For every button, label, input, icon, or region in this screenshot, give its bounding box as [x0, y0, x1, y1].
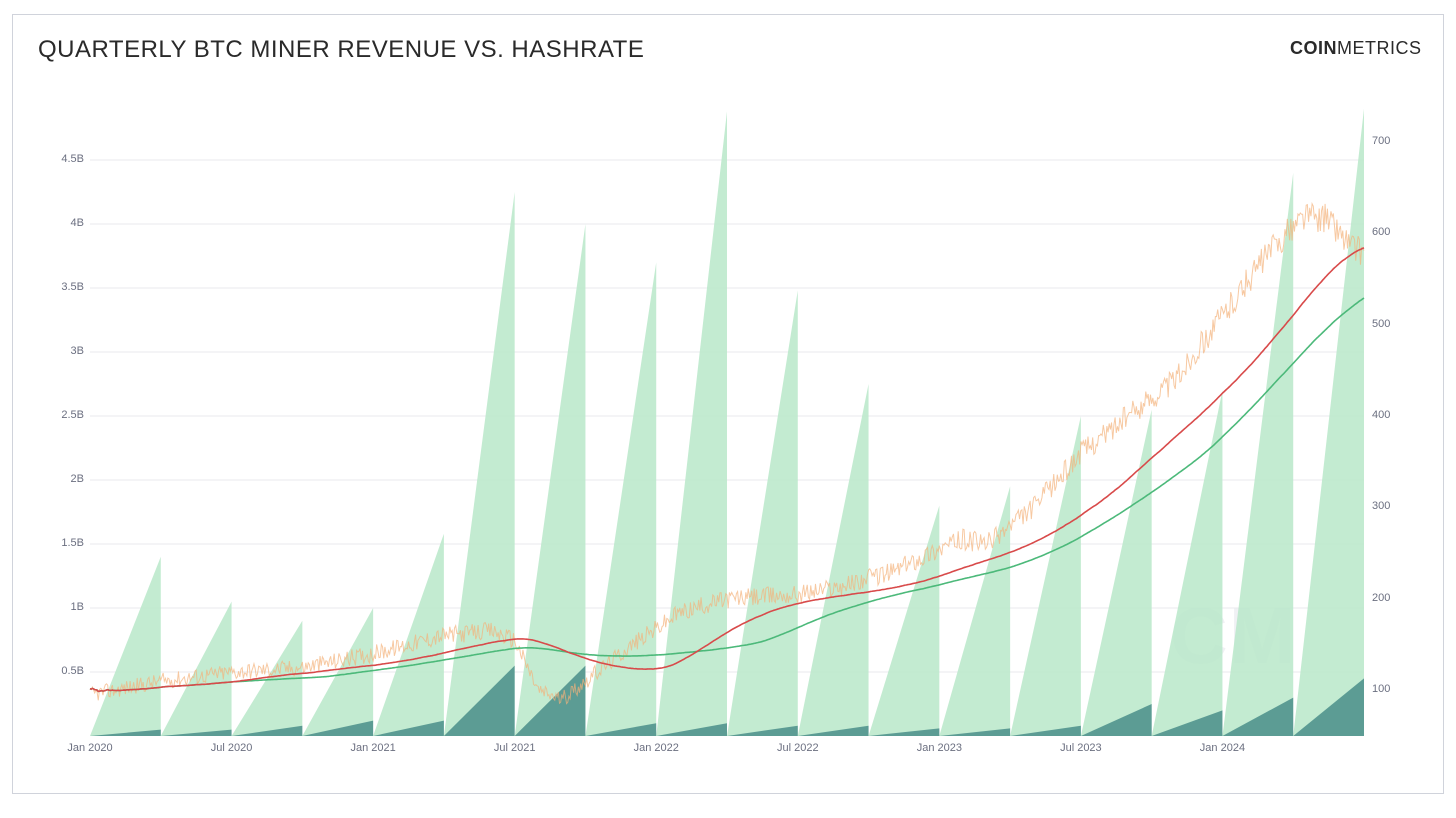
y-right-tick: 400 [1372, 409, 1390, 421]
x-tick: Jan 2023 [917, 742, 962, 754]
y-left-tick: 2.5B [34, 409, 84, 421]
x-tick: Jan 2020 [67, 742, 112, 754]
x-tick: Jul 2021 [494, 742, 536, 754]
y-right-tick: 600 [1372, 226, 1390, 238]
x-tick: Jul 2023 [1060, 742, 1102, 754]
y-left-tick: 4.5B [34, 153, 84, 165]
x-tick: Jan 2022 [634, 742, 679, 754]
x-tick: Jan 2024 [1200, 742, 1245, 754]
x-tick: Jul 2022 [777, 742, 819, 754]
chart-plot [90, 96, 1364, 736]
y-right-tick: 200 [1372, 592, 1390, 604]
x-tick: Jan 2021 [350, 742, 395, 754]
brand-light: METRICS [1337, 38, 1422, 58]
y-left-tick: 1B [34, 601, 84, 613]
y-right-tick: 100 [1372, 683, 1390, 695]
y-right-tick: 300 [1372, 500, 1390, 512]
y-left-tick: 2B [34, 473, 84, 485]
y-left-tick: 3.5B [34, 281, 84, 293]
y-left-tick: 3B [34, 345, 84, 357]
y-right-tick: 700 [1372, 135, 1390, 147]
y-right-tick: 500 [1372, 318, 1390, 330]
brand-bold: COIN [1290, 38, 1337, 58]
y-left-tick: 1.5B [34, 537, 84, 549]
x-tick: Jul 2020 [211, 742, 253, 754]
chart-title: QUARTERLY BTC MINER REVENUE VS. HASHRATE [38, 36, 644, 64]
y-left-tick: 0.5B [34, 665, 84, 677]
y-left-tick: 4B [34, 217, 84, 229]
brand-logo: COINMETRICS [1290, 38, 1422, 59]
